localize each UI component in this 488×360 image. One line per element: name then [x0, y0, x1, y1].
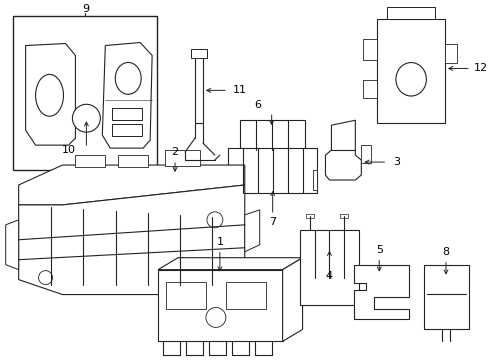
Ellipse shape: [395, 63, 426, 96]
Bar: [363, 80, 376, 98]
Bar: [361, 145, 370, 163]
Text: 10: 10: [61, 145, 75, 155]
Bar: [239, 120, 304, 150]
Bar: [191, 49, 206, 58]
Circle shape: [72, 104, 100, 132]
Polygon shape: [325, 120, 361, 180]
Polygon shape: [282, 258, 302, 341]
Bar: [312, 170, 317, 190]
Bar: [13, 15, 157, 170]
Text: 11: 11: [232, 85, 246, 95]
Bar: [444, 44, 456, 63]
Text: 6: 6: [254, 100, 261, 110]
Circle shape: [39, 271, 52, 285]
Text: 12: 12: [473, 63, 487, 73]
Bar: [118, 155, 148, 167]
Polygon shape: [102, 42, 152, 148]
Text: 2: 2: [171, 147, 178, 157]
Bar: [112, 124, 142, 136]
Bar: [75, 155, 105, 167]
Bar: [386, 7, 434, 19]
Polygon shape: [19, 165, 244, 205]
Text: 3: 3: [393, 157, 400, 167]
Text: 1: 1: [216, 237, 223, 247]
Text: 8: 8: [442, 247, 448, 257]
Circle shape: [206, 262, 223, 278]
Polygon shape: [19, 185, 244, 294]
Text: 9: 9: [81, 4, 89, 14]
Bar: [305, 214, 313, 218]
Ellipse shape: [36, 75, 63, 116]
Bar: [227, 148, 317, 193]
Bar: [376, 19, 444, 123]
Bar: [423, 265, 468, 329]
Circle shape: [205, 307, 225, 328]
Bar: [166, 282, 205, 310]
Bar: [340, 214, 347, 218]
Polygon shape: [6, 220, 19, 270]
Bar: [158, 270, 282, 341]
Bar: [299, 230, 359, 305]
Polygon shape: [354, 265, 408, 319]
Bar: [165, 150, 200, 166]
Polygon shape: [158, 258, 302, 270]
Bar: [222, 188, 226, 208]
Text: 5: 5: [375, 245, 382, 255]
Ellipse shape: [115, 62, 141, 94]
Bar: [195, 55, 203, 123]
Bar: [363, 39, 376, 60]
Polygon shape: [244, 210, 259, 252]
Text: 4: 4: [325, 271, 332, 281]
Bar: [112, 108, 142, 120]
Circle shape: [206, 212, 223, 228]
Polygon shape: [25, 44, 75, 145]
Bar: [225, 282, 265, 310]
Text: 7: 7: [268, 217, 276, 227]
